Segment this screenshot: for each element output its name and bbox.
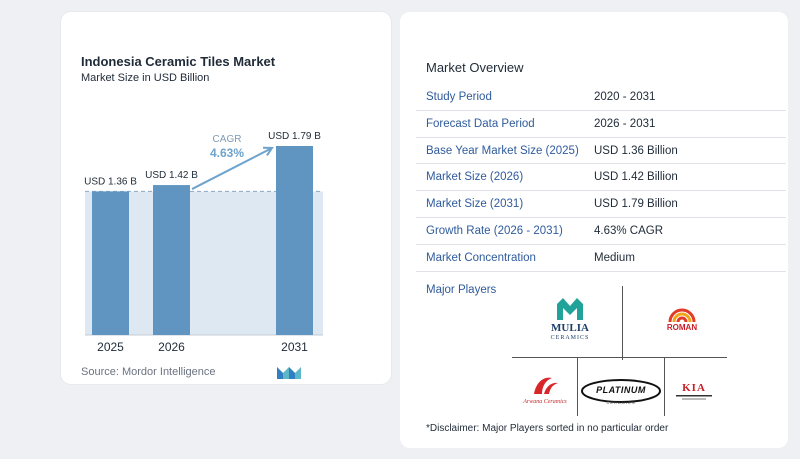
kia-logo: KIA (672, 382, 716, 410)
cagr-arrow-line (191, 147, 273, 190)
overview-key: Forecast Data Period (426, 117, 535, 130)
overview-value: 2026 - 2031 (594, 117, 656, 130)
overview-row-base-year-size: Base Year Market Size (2025) USD 1.36 Bi… (416, 138, 786, 165)
mulia-logo-text: MULIA (551, 322, 589, 334)
cagr-value: 4.63% (210, 146, 244, 160)
chart-title: Indonesia Ceramic Tiles Market (81, 54, 276, 69)
platinum-oval-icon (581, 379, 661, 403)
kia-logo-text: KIA (682, 382, 706, 394)
chart-subtitle: Market Size in USD Billion (81, 72, 210, 84)
bar-value-label: USD 1.36 B (84, 176, 137, 187)
roman-logo: ROMAN (662, 304, 702, 340)
overview-row-growth-rate: Growth Rate (2026 - 2031) 4.63% CAGR (416, 218, 786, 245)
grid-line (622, 286, 623, 360)
chart-card: Indonesia Ceramic Tiles Market Market Si… (61, 12, 391, 384)
overview-value: USD 1.42 Billion (594, 171, 678, 184)
overview-key: Market Size (2031) (426, 198, 524, 211)
overview-value: Medium (594, 251, 635, 264)
disclaimer: *Disclaimer: Major Players sorted in no … (426, 423, 669, 434)
overview-key: Market Size (2026) (426, 171, 524, 184)
grid-line (512, 357, 727, 358)
overview-row-study-period: Study Period 2020 - 2031 (416, 84, 786, 111)
overview-key: Market Concentration (426, 251, 536, 264)
mulia-logo-subtext: CERAMICS (550, 335, 590, 341)
overview-row-forecast-period: Forecast Data Period 2026 - 2031 (416, 111, 786, 138)
mordor-logo-icon (277, 367, 301, 379)
cagr-arrow-head (262, 146, 274, 157)
category-label: 2026 (158, 340, 185, 354)
overview-title: Market Overview (426, 60, 524, 75)
cagr-label: CAGR (213, 134, 242, 145)
arwana-logo: Arwana Ceramics (516, 374, 574, 412)
roman-arc-icon (668, 308, 696, 322)
market-overview-card: Market Overview Study Period 2020 - 2031… (400, 12, 788, 448)
bar-2031 (276, 146, 313, 335)
overview-row-size-2031: Market Size (2031) USD 1.79 Billion (416, 191, 786, 218)
overview-value: USD 1.36 Billion (594, 144, 678, 157)
major-players-label: Major Players (426, 284, 497, 296)
bar-chart: USD 1.36 B 2025 USD 1.42 B 2026 USD 1.79 B 20… (84, 131, 323, 354)
major-players-grid: MULIA CERAMICS ROMAN Arwana Ceramics (512, 286, 742, 416)
grid-line (664, 357, 665, 416)
arwana-logo-text: Arwana Ceramics (523, 399, 567, 405)
arwana-swirl-icon (534, 377, 558, 394)
overview-key: Study Period (426, 91, 492, 103)
bar-2026 (153, 185, 190, 335)
source-line: Source: Mordor Intelligence (81, 366, 216, 378)
mulia-m-icon (557, 298, 583, 320)
overview-table: Study Period 2020 - 2031 Forecast Data P… (416, 84, 786, 272)
overview-value: USD 1.79 Billion (594, 198, 678, 211)
category-label: 2031 (281, 340, 308, 354)
source-name: Mordor Intelligence (121, 366, 216, 378)
overview-row-concentration: Market Concentration Medium (416, 245, 786, 272)
source-label: Source: (81, 366, 119, 378)
grid-line (577, 357, 578, 416)
overview-value: 2020 - 2031 (594, 91, 656, 103)
roman-logo-text: ROMAN (666, 323, 698, 332)
bar-value-label: USD 1.79 B (268, 131, 321, 142)
platinum-logo-text: PLATINUM (596, 385, 646, 395)
platinum-logo: PLATINUM CERAMICS (580, 378, 662, 408)
bar-value-label: USD 1.42 B (145, 170, 198, 181)
bar-2025 (92, 191, 129, 335)
overview-key: Growth Rate (2026 - 2031) (426, 224, 563, 237)
category-label: 2025 (97, 340, 124, 354)
mulia-logo: MULIA CERAMICS (540, 298, 600, 352)
platinum-logo-subtext: CERAMICS (606, 400, 636, 405)
kia-underline-icon (676, 395, 712, 400)
overview-value: 4.63% CAGR (594, 224, 664, 237)
overview-row-size-2026: Market Size (2026) USD 1.42 Billion (416, 164, 786, 192)
overview-key: Base Year Market Size (2025) (426, 144, 579, 157)
